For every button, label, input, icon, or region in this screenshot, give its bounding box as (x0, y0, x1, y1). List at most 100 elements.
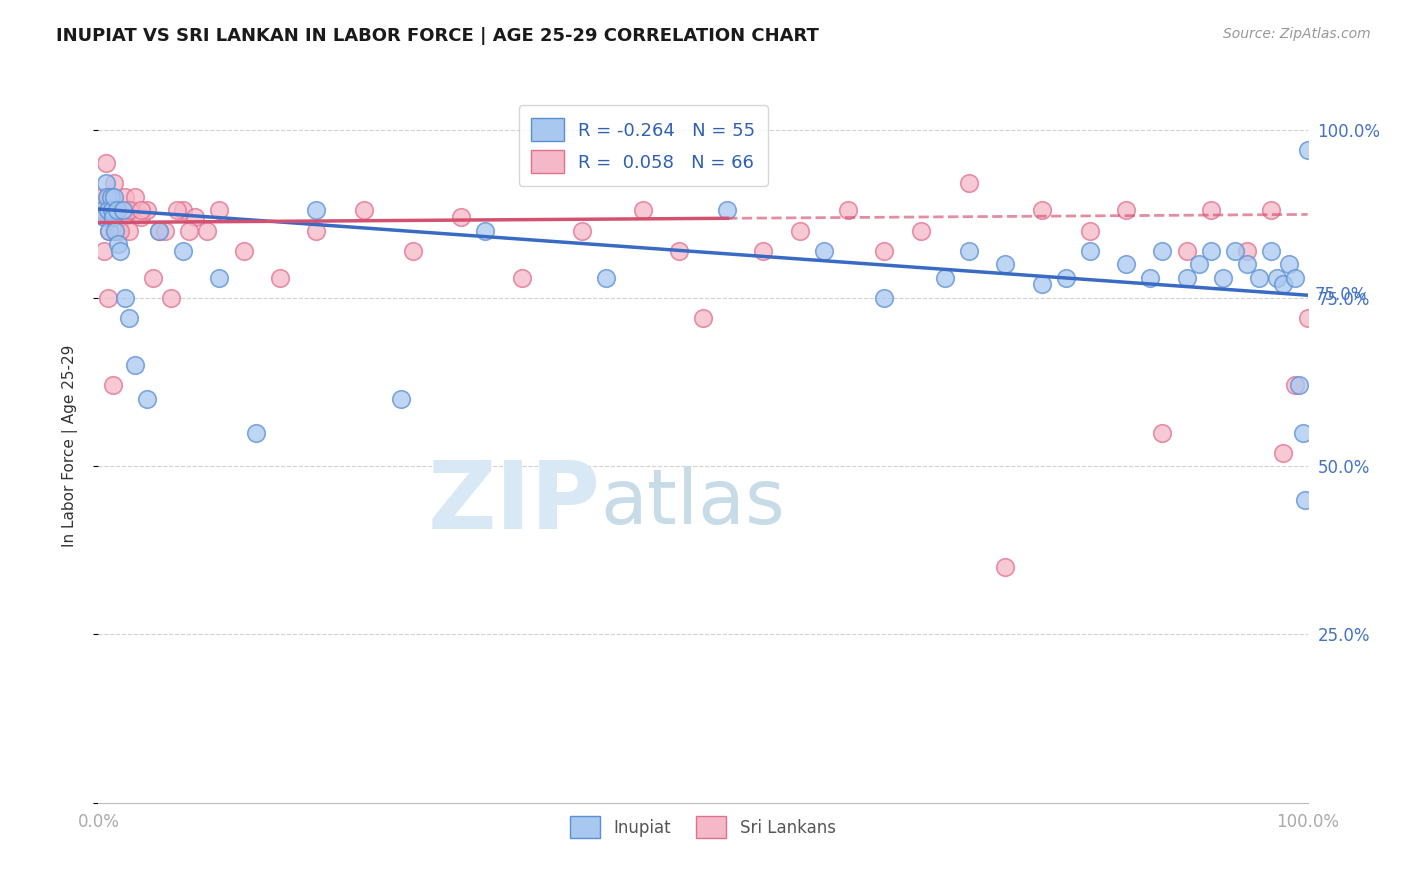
Point (305, 223, 328, 237)
Point (1054, 270, 1077, 285)
Point (100, 203, 122, 218)
Point (571, 223, 593, 237)
Point (104, 223, 127, 237)
Point (837, 203, 859, 218)
Point (111, 203, 134, 218)
Legend: Inupiat, Sri Lankans: Inupiat, Sri Lankans (564, 810, 842, 845)
Point (813, 244, 835, 258)
Point (118, 203, 141, 218)
Point (1272, 446, 1295, 460)
Point (97, 291, 120, 305)
Point (1236, 244, 1258, 258)
Point (105, 203, 128, 218)
Point (153, 223, 176, 237)
Point (1223, 244, 1246, 258)
Text: 75.0%: 75.0% (1315, 286, 1367, 304)
Point (402, 244, 425, 258)
Point (245, 425, 267, 440)
Point (148, 223, 170, 237)
Point (910, 223, 932, 237)
Point (94, 177, 117, 191)
Y-axis label: In Labor Force | Age 25-29: In Labor Force | Age 25-29 (62, 345, 77, 547)
Point (1199, 203, 1222, 218)
Point (1199, 244, 1222, 258)
Point (1292, 425, 1315, 440)
Point (1249, 270, 1271, 285)
Text: atlas: atlas (600, 467, 785, 540)
Point (121, 203, 143, 218)
Point (129, 210, 152, 224)
Point (97, 203, 120, 218)
Point (957, 244, 980, 258)
Point (873, 291, 896, 305)
Point (1284, 378, 1306, 392)
Point (195, 223, 218, 237)
Point (1288, 378, 1310, 392)
Point (1260, 203, 1282, 218)
Point (692, 311, 714, 326)
Point (184, 210, 207, 224)
Point (1175, 270, 1198, 285)
Point (107, 223, 129, 237)
Point (100, 190, 122, 204)
Point (232, 244, 254, 258)
Point (101, 378, 124, 392)
Point (148, 223, 170, 237)
Point (118, 311, 141, 326)
Point (1175, 244, 1198, 258)
Point (1078, 244, 1101, 258)
Point (873, 244, 896, 258)
Point (96, 210, 118, 224)
Point (1296, 143, 1319, 157)
Point (1278, 257, 1301, 271)
Point (101, 210, 124, 224)
Point (135, 203, 157, 218)
Point (1294, 492, 1316, 507)
Point (1267, 270, 1289, 285)
Point (994, 560, 1017, 574)
Point (305, 203, 328, 218)
Point (142, 270, 165, 285)
Point (389, 392, 412, 406)
Point (166, 203, 188, 218)
Point (118, 223, 141, 237)
Point (98, 223, 121, 237)
Point (595, 270, 617, 285)
Point (208, 270, 231, 285)
Point (111, 210, 134, 224)
Point (104, 223, 127, 237)
Point (91, 203, 114, 218)
Point (1152, 425, 1174, 440)
Point (1272, 277, 1295, 292)
Point (208, 203, 231, 218)
Point (716, 203, 738, 218)
Point (1212, 270, 1234, 285)
Point (172, 203, 194, 218)
Point (1188, 257, 1211, 271)
Point (107, 237, 129, 252)
Point (124, 358, 146, 372)
Point (103, 190, 125, 204)
Point (1260, 244, 1282, 258)
Point (179, 223, 201, 237)
Point (105, 203, 128, 218)
Point (93, 203, 115, 218)
Point (91, 190, 114, 204)
Point (94, 156, 117, 170)
Point (1115, 257, 1137, 271)
Point (129, 203, 152, 218)
Point (1115, 203, 1137, 218)
Point (269, 270, 291, 285)
Point (631, 203, 654, 218)
Point (1296, 311, 1319, 326)
Point (93, 244, 115, 258)
Point (124, 190, 146, 204)
Point (100, 203, 122, 218)
Text: Source: ZipAtlas.com: Source: ZipAtlas.com (1223, 27, 1371, 41)
Point (108, 244, 131, 258)
Point (114, 190, 136, 204)
Point (114, 291, 136, 305)
Point (1284, 270, 1306, 285)
Point (1031, 203, 1053, 218)
Point (1078, 223, 1101, 237)
